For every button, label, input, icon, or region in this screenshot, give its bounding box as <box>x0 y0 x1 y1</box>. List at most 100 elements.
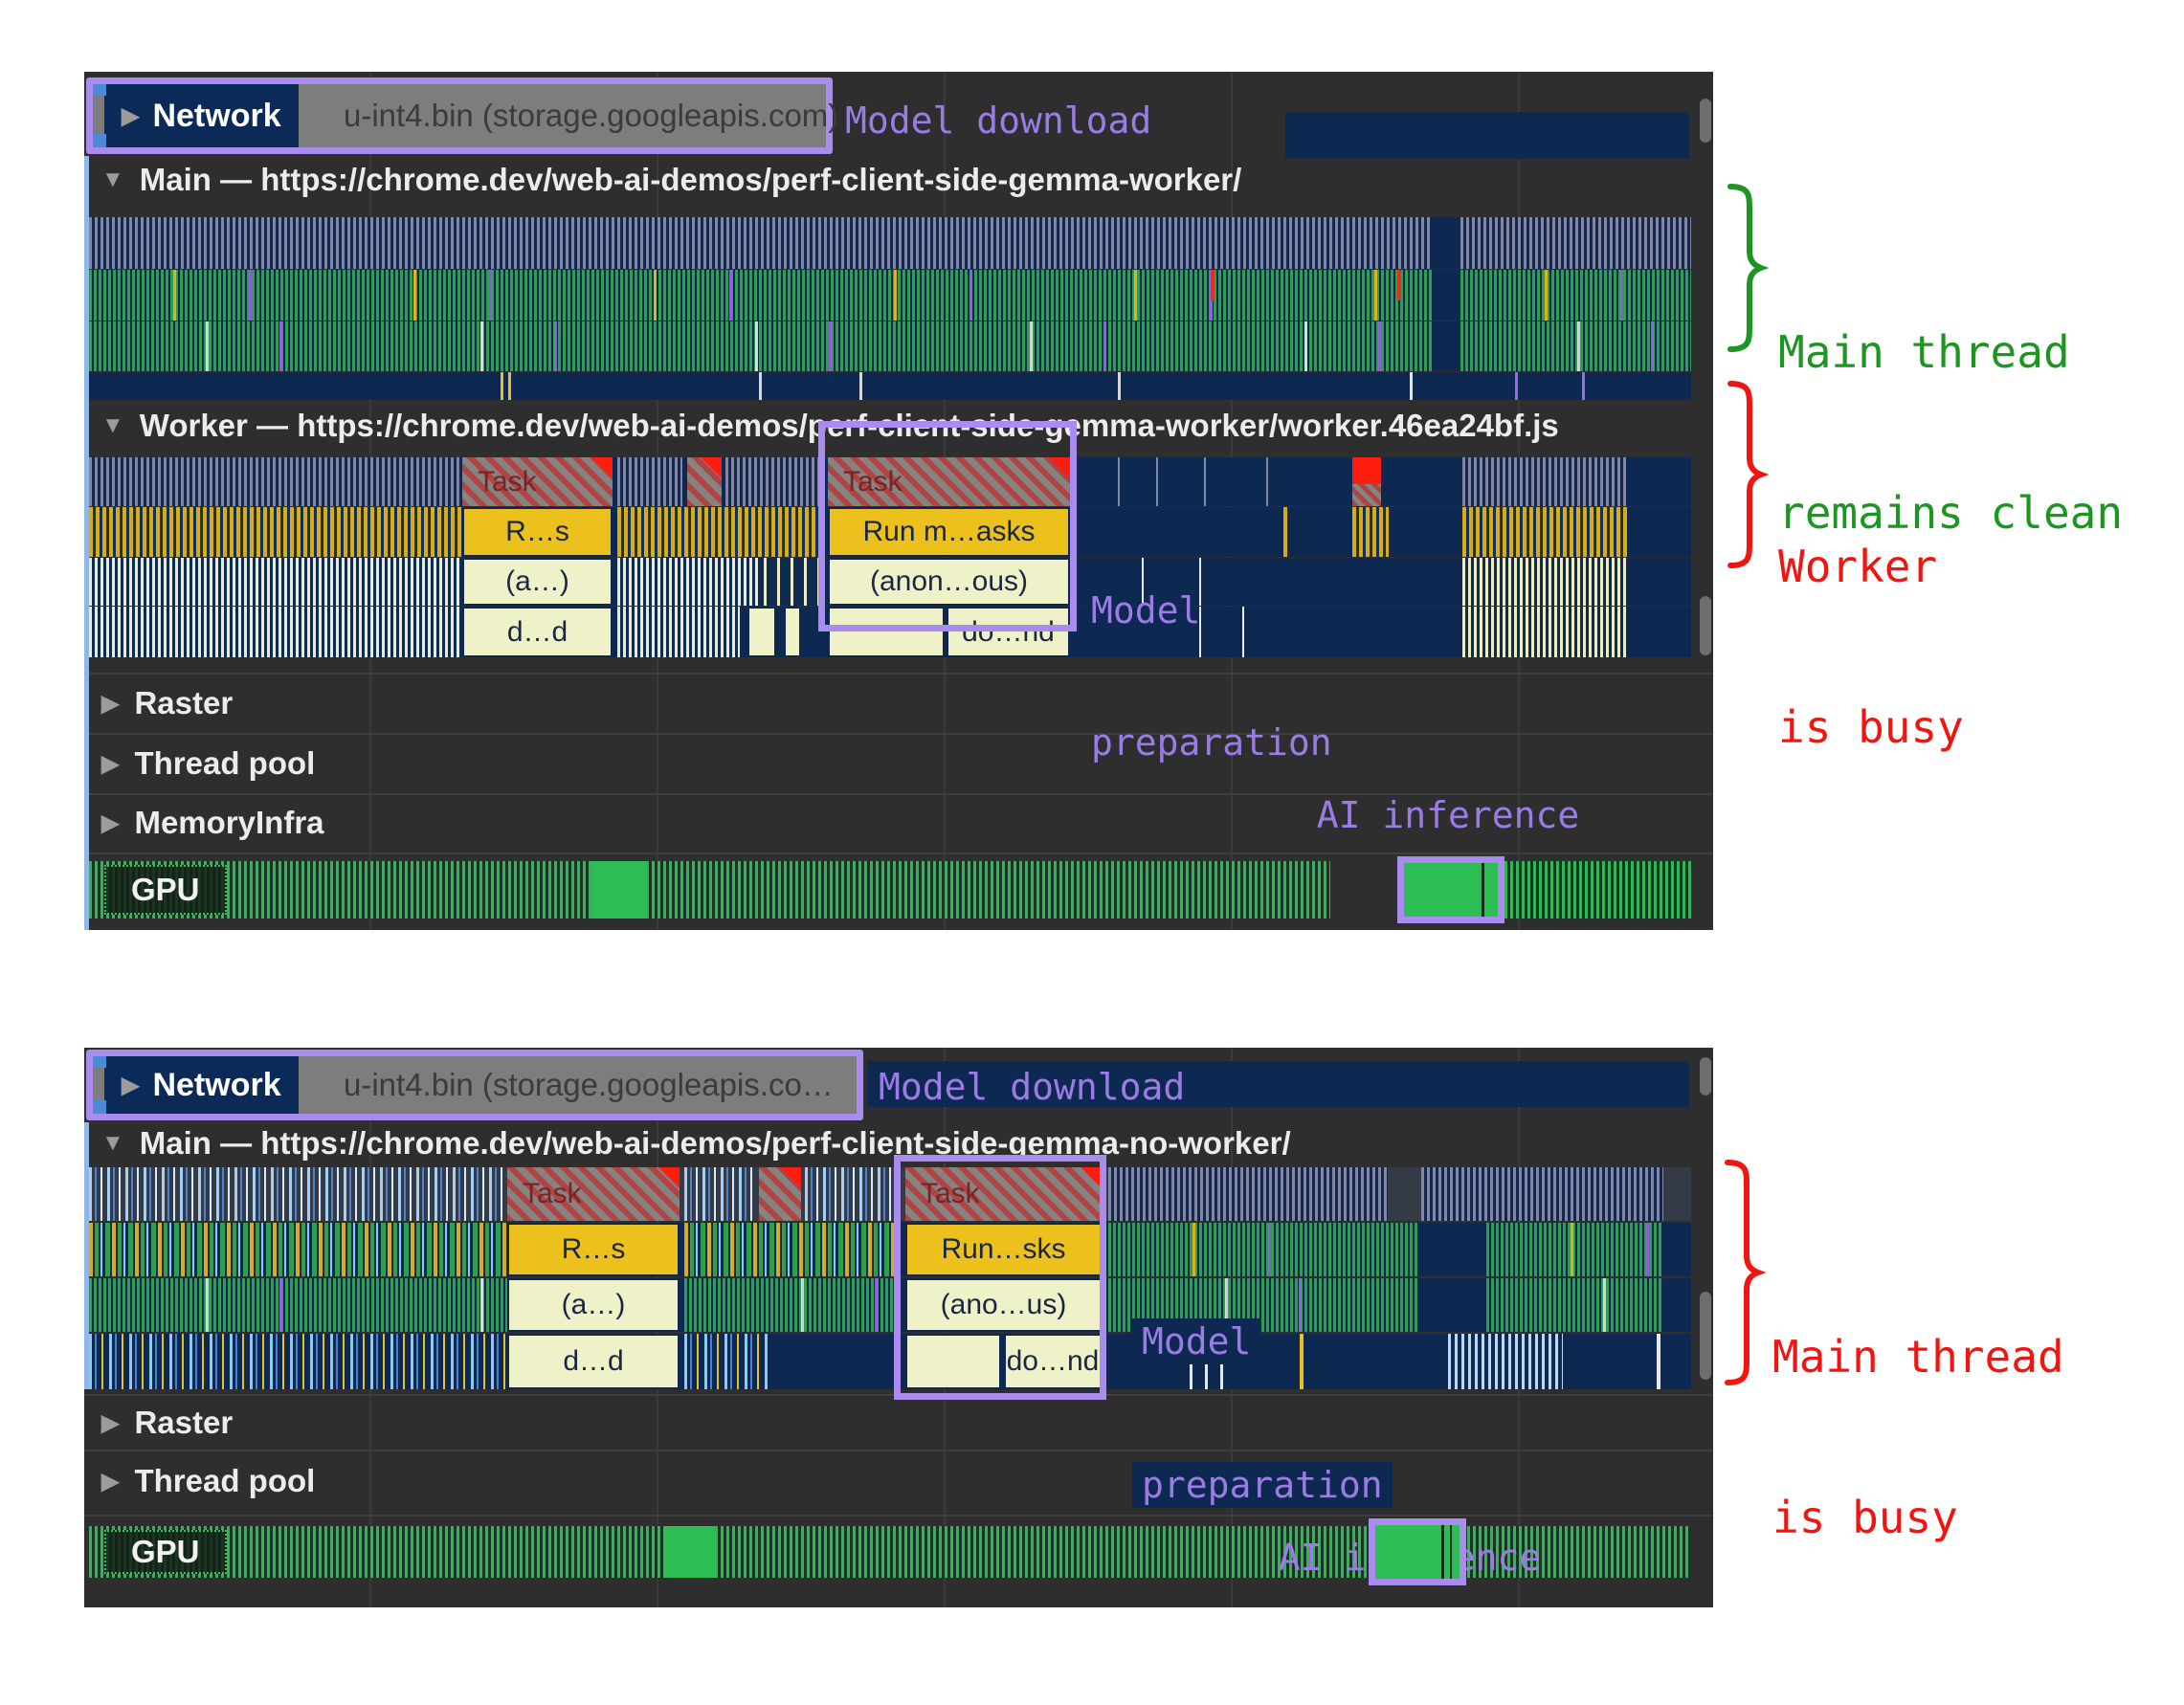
collapse-triangle-icon[interactable]: ▶ <box>122 102 140 129</box>
activity-block[interactable] <box>747 607 776 657</box>
collapse-triangle-icon[interactable]: ▶ <box>122 1072 140 1098</box>
main-flame-row[interactable]: (a…) (ano…us) <box>89 1278 1691 1332</box>
scrollbar-thumb[interactable] <box>1700 99 1711 143</box>
task-block[interactable] <box>687 457 722 506</box>
green-brace <box>1727 184 1770 352</box>
activity-stripes <box>684 1278 896 1332</box>
long-task-marker <box>1397 270 1401 300</box>
main-flame-row[interactable]: R…s Run…sks <box>89 1223 1691 1276</box>
gpu-block-divider <box>1482 863 1484 917</box>
activity-stripes <box>1486 1278 1663 1332</box>
anonymous-block[interactable]: (a…) <box>507 1278 680 1332</box>
gpu-activity-bar[interactable]: GPU <box>89 861 1330 919</box>
gpu-activity-stripes <box>1504 861 1691 919</box>
expand-triangle-icon[interactable]: ▼ <box>101 412 124 438</box>
main-flame-row[interactable]: d…d do…nd <box>89 1334 1691 1389</box>
scrollbar-thumb[interactable] <box>1700 1292 1711 1380</box>
network-track-header[interactable]: ▶ Network <box>104 84 299 147</box>
collapse-triangle-icon[interactable]: ▶ <box>101 750 120 777</box>
model-preparation-line2: preparation <box>1091 721 1332 764</box>
activity-block[interactable] <box>828 607 945 657</box>
scrollbar-thumb[interactable] <box>1700 596 1711 655</box>
track-selection-strip <box>84 1122 89 1389</box>
task-label: Task <box>921 1178 980 1209</box>
network-request-bar[interactable]: u-int4.bin (storage.googleapis.co… <box>344 1056 834 1114</box>
model-preparation-line1: Model <box>1132 1318 1261 1364</box>
run-tasks-block[interactable]: R…s <box>507 1223 680 1276</box>
main-flame-row[interactable] <box>89 270 1691 321</box>
main-flame-row[interactable]: Task Task <box>89 1167 1691 1221</box>
activity-stripes <box>1462 607 1627 657</box>
gpu-track-label-chip[interactable]: GPU <box>104 1530 227 1574</box>
done-block[interactable]: d…d <box>462 607 613 657</box>
activity-stripes <box>617 607 740 657</box>
worker-flame-row[interactable]: d…d do…nd <box>89 607 1691 657</box>
collapse-triangle-icon[interactable]: ▶ <box>101 1409 120 1436</box>
track-separator <box>84 793 1713 795</box>
done-block[interactable]: do…nd <box>947 607 1070 657</box>
run-tasks-block[interactable]: Run m…asks <box>828 507 1070 557</box>
devtools-performance-panel-no-worker: ▶ Network u-int4.bin (storage.googleapis… <box>84 1048 1713 1607</box>
raster-track-header[interactable]: ▶ Raster <box>101 676 233 730</box>
memory-infra-track-header[interactable]: ▶ MemoryInfra <box>101 797 324 849</box>
collapse-triangle-icon[interactable]: ▶ <box>101 690 120 717</box>
worker-flame-row[interactable]: (a…) (anon…ous) <box>89 558 1691 606</box>
block-label: R…s <box>505 516 569 547</box>
main-thread-busy-annotation: Main thread is busy <box>1772 1223 2064 1651</box>
activity-stripes <box>1108 1167 1388 1221</box>
activity-stripes <box>89 1278 507 1332</box>
activity-block[interactable] <box>784 607 801 657</box>
long-task-corner-icon <box>1049 457 1070 478</box>
raster-track-header[interactable]: ▶ Raster <box>101 1398 233 1448</box>
network-activity-bar[interactable] <box>867 1061 1689 1107</box>
task-block[interactable] <box>759 1167 801 1221</box>
done-block[interactable]: do…nd <box>1004 1334 1102 1389</box>
thread-pool-track-header[interactable]: ▶ Thread pool <box>101 1453 315 1509</box>
expand-triangle-icon[interactable]: ▼ <box>101 1130 124 1156</box>
main-track-header[interactable]: ▼ Main — https://chrome.dev/web-ai-demos… <box>101 156 1241 204</box>
activity-stripes <box>1462 457 1627 506</box>
run-tasks-block[interactable]: Run…sks <box>905 1223 1102 1276</box>
main-flame-row[interactable] <box>89 321 1691 371</box>
anonymous-block[interactable]: (a…) <box>462 558 613 606</box>
activity-stripes <box>1460 217 1691 269</box>
anonymous-block[interactable]: (ano…us) <box>905 1278 1102 1332</box>
task-block[interactable]: Task <box>828 457 1070 506</box>
main-thread-clean-annotation: Main thread remains clean <box>1778 218 2123 647</box>
activity-tick <box>1283 507 1287 557</box>
activity-tick <box>501 372 503 400</box>
network-request-label: u-int4.bin (storage.googleapis.com) <box>344 98 839 133</box>
block-label: Run…sks <box>941 1233 1066 1265</box>
activity-stripes <box>89 270 1433 321</box>
main-track-label: Main — https://chrome.dev/web-ai-demos/p… <box>139 1125 1291 1161</box>
expand-triangle-icon[interactable]: ▼ <box>101 166 124 192</box>
run-tasks-block[interactable]: R…s <box>462 507 613 557</box>
network-request-bar[interactable]: u-int4.bin (storage.googleapis.com) <box>344 84 838 147</box>
gpu-solid-block[interactable] <box>591 861 646 919</box>
gpu-solid-block[interactable] <box>663 1526 717 1578</box>
task-label: Task <box>478 465 537 498</box>
worker-flame-row[interactable]: R…s Run m…asks <box>89 507 1691 557</box>
worker-flame-row[interactable]: Task Task <box>89 457 1691 506</box>
task-block[interactable]: Task <box>507 1167 680 1221</box>
long-task-corner-icon <box>780 1167 801 1188</box>
task-block[interactable]: Task <box>462 457 613 506</box>
gpu-track-label-chip[interactable]: GPU <box>104 865 227 915</box>
activity-block[interactable] <box>905 1334 1001 1389</box>
activity-stripes <box>89 558 462 606</box>
main-flame-row[interactable] <box>89 372 1691 400</box>
anonymous-block[interactable]: (anon…ous) <box>828 558 1070 606</box>
scrollbar-thumb[interactable] <box>1700 1057 1711 1096</box>
thread-pool-track-header[interactable]: ▶ Thread pool <box>101 737 315 790</box>
main-flame-row[interactable] <box>89 217 1691 269</box>
main-track-header[interactable]: ▼ Main — https://chrome.dev/web-ai-demos… <box>101 1122 1291 1164</box>
activity-tick <box>1410 372 1413 400</box>
network-activity-bar[interactable] <box>1285 112 1689 159</box>
collapse-triangle-icon[interactable]: ▶ <box>101 809 120 836</box>
collapse-triangle-icon[interactable]: ▶ <box>101 1468 120 1495</box>
activity-stripes <box>684 1223 896 1276</box>
done-block[interactable]: d…d <box>507 1334 680 1389</box>
network-track-header[interactable]: ▶ Network <box>104 1056 299 1114</box>
activity-stripes <box>1108 1223 1419 1276</box>
task-block[interactable]: Task <box>905 1167 1102 1221</box>
